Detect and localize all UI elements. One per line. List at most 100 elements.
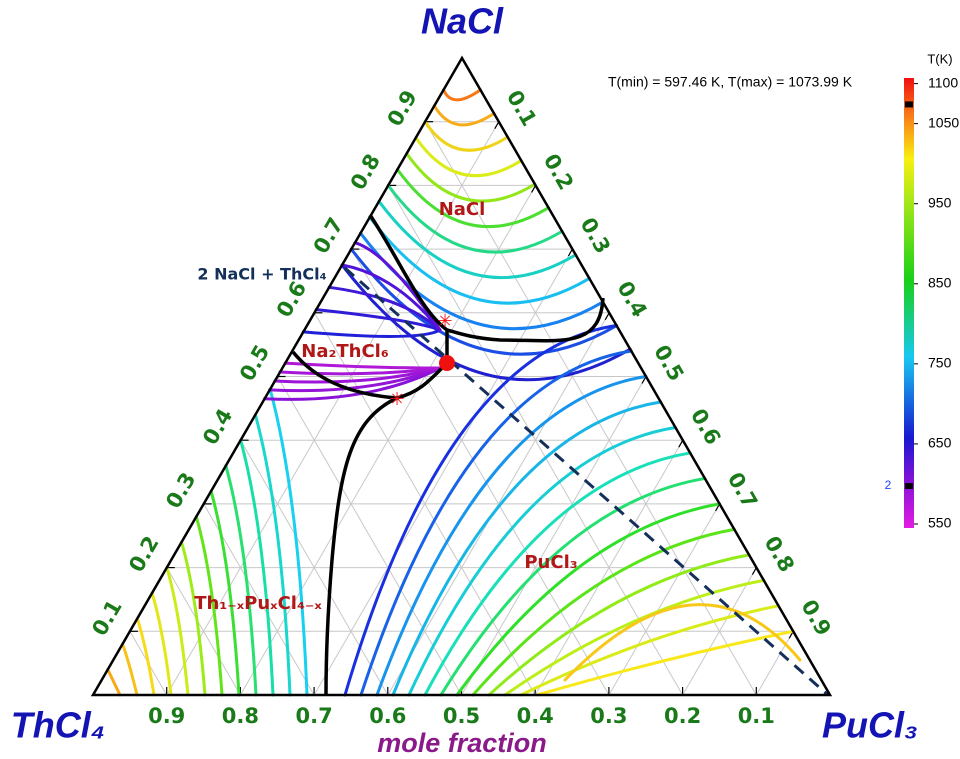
boundary	[368, 214, 449, 332]
grid-line	[239, 185, 537, 696]
isotherm	[239, 438, 275, 697]
left-tick-label: 0.7	[309, 213, 348, 257]
grid	[129, 121, 794, 696]
phase-label: NaCl	[439, 199, 486, 220]
right-tick-label: 0.1	[502, 86, 541, 130]
colorbar-tick-label: 650	[928, 435, 952, 451]
line-label: 2 NaCl + ThCl₄	[197, 265, 326, 284]
grid-line	[387, 312, 610, 696]
isotherm	[395, 167, 550, 229]
isotherm	[106, 668, 122, 697]
right-tick-label: 0.8	[760, 532, 799, 576]
isotherm	[268, 387, 309, 697]
x-tick-label: 0.2	[664, 704, 701, 728]
colorbar-tick-label: 1050	[928, 114, 959, 130]
right-tick-label: 0.5	[649, 341, 688, 385]
grid-line	[755, 631, 794, 696]
isotherm	[439, 476, 707, 697]
grid-line	[534, 439, 684, 696]
isotherm	[471, 527, 736, 697]
isotherm	[340, 263, 632, 382]
colorbar-tick-label: 550	[928, 515, 952, 531]
grid-line	[682, 567, 757, 696]
isotherm	[273, 366, 442, 384]
peritectic-star: ✳	[389, 389, 404, 409]
left-tick-label: 0.1	[87, 596, 126, 640]
x-tick-label: 0.7	[295, 704, 332, 728]
isotherm	[535, 629, 795, 697]
x-tick-label: 0.4	[517, 704, 554, 728]
colorbar-tick-label: 850	[928, 274, 952, 290]
isotherm	[423, 120, 510, 152]
isotherm	[503, 578, 766, 697]
isotherm	[414, 136, 523, 178]
left-tick-label: 0.6	[272, 277, 311, 321]
left-tick-label: 0.2	[124, 532, 163, 576]
left-tick-label: 0.4	[198, 405, 237, 449]
right-tick-label: 0.9	[796, 596, 835, 640]
isotherm	[432, 104, 496, 127]
isotherms	[106, 88, 802, 697]
boundary	[291, 350, 449, 400]
isotherm	[278, 366, 442, 376]
right-tick-label: 0.6	[686, 405, 725, 449]
colorbar-tick-label: 750	[928, 355, 952, 371]
left-tick-label: 0.9	[383, 86, 422, 130]
isotherm	[301, 328, 442, 338]
isotherm	[375, 375, 648, 697]
right-tick-label: 0.2	[539, 150, 578, 194]
isotherm	[405, 152, 537, 203]
grid-line	[424, 121, 757, 696]
axis-label: mole fraction	[377, 728, 547, 758]
x-tick-label: 0.8	[222, 704, 259, 728]
right-tick-label: 0.4	[612, 277, 651, 321]
isotherm	[349, 247, 619, 356]
colorbar-tick-label: 950	[928, 194, 952, 210]
isotherm	[423, 451, 692, 697]
phase-boundaries	[291, 214, 605, 696]
x-tick-label: 0.6	[369, 704, 406, 728]
isotherm	[377, 199, 578, 280]
isotherm	[442, 88, 482, 102]
isotherm	[455, 502, 722, 697]
grid-line	[277, 376, 462, 696]
phase-label: Th₁₋ₓPuₓCl₄₋ₓ	[194, 593, 322, 614]
isotherm	[121, 642, 139, 697]
peritectic-star: ✳	[437, 311, 452, 331]
vertex-label: NaCl	[421, 1, 504, 42]
colorbar	[904, 78, 914, 528]
isotherm	[386, 183, 564, 254]
isotherm	[314, 308, 442, 332]
isotherm	[150, 591, 173, 697]
stoichiometry-line	[344, 266, 829, 697]
vertex-label: ThCl₄	[11, 705, 105, 746]
left-tick-label: 0.3	[161, 468, 200, 512]
eutectic-point	[439, 355, 455, 371]
isotherm	[268, 366, 442, 393]
phase-label: Na₂ThCl₆	[301, 341, 389, 362]
colorbar-marker	[905, 101, 913, 108]
colorbar-tick-label: 1100	[928, 74, 958, 90]
x-tick-label: 0.3	[590, 704, 627, 728]
phase-label: PuCl₃	[524, 552, 577, 573]
isotherm	[194, 515, 224, 697]
colorbar-title: T(K)	[927, 51, 952, 66]
isotherm	[519, 604, 780, 697]
annotation: T(min) = 597.46 K, T(max) = 1073.99 K	[608, 74, 853, 90]
isotherm	[209, 489, 241, 697]
isotherm	[180, 540, 207, 697]
grid-line	[461, 376, 647, 696]
isotherm	[165, 566, 190, 697]
isotherm	[563, 603, 802, 682]
isotherm	[368, 215, 591, 305]
colorbar-marker	[905, 482, 913, 489]
grid-line	[313, 248, 573, 696]
right-tick-label: 0.3	[576, 213, 615, 257]
vertex-label: PuCl₃	[822, 705, 918, 746]
x-tick-label: 0.9	[148, 704, 185, 728]
left-tick-label: 0.8	[346, 150, 385, 194]
x-tick-label: 0.1	[738, 704, 775, 728]
boundary	[446, 297, 605, 343]
isotherm	[487, 553, 751, 697]
